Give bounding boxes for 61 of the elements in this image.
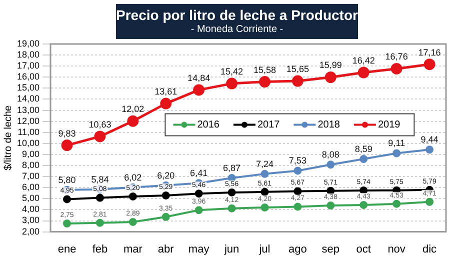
y-tick-label: 2,00 [22,226,40,236]
data-label: 15,65 [286,64,309,74]
y-tick-label: 17,00 [16,60,40,71]
data-label: 7,53 [288,156,306,166]
data-label: 16,76 [385,52,408,62]
data-label: 9,83 [58,128,76,138]
data-label: 8,59 [354,144,372,154]
data-label: 6,87 [223,162,241,173]
x-tick-label: oct [356,243,371,256]
x-tick-label: nov [388,243,406,256]
x-tick-label: feb [92,243,108,256]
y-tick-label: 7,00 [22,171,40,182]
data-label: 6,41 [190,168,208,178]
x-tick-label: ago [288,243,307,256]
data-label: 13,61 [154,86,178,97]
y-tick-label: 19,00 [16,38,40,48]
data-label: 9,11 [388,138,405,148]
y-tick-label: 10,00 [16,138,40,148]
data-label: 16,42 [352,55,375,66]
y-tick-label: 11,00 [18,126,40,137]
y-tick-label: 6,00 [22,182,40,192]
data-label: 8,08 [322,150,340,160]
data-label: 15,42 [220,66,244,77]
x-tick-label: jul [258,243,270,256]
y-tick-label: 3,00 [22,215,40,226]
x-tick-label: mar [123,243,143,256]
y-tick-label: 15,00 [16,82,40,93]
y-tick-label: 16,00 [16,72,40,82]
data-label: 6,02 [124,172,142,182]
data-label: 14,84 [188,72,210,83]
y-tick-label: 9,00 [22,148,40,159]
x-tick-label: abr [158,243,174,256]
y-tick-label: 14,00 [16,94,40,104]
data-label: 10,63 [88,119,112,130]
y-axis-title: $/litro de leche [2,104,14,170]
y-tick-label: 18,00 [16,50,40,60]
data-label: 9,44 [420,134,438,145]
y-tick-label: 4,00 [22,204,40,214]
chart-title: Precio por litro de leche a Productor [116,7,358,23]
y-tick-label: 12,00 [16,116,40,126]
chart-subtitle: - Moneda Corriente - [190,24,284,35]
y-tick-label: 5,00 [22,193,40,204]
data-label: 15,99 [319,60,342,70]
data-label: 7,24 [256,158,274,169]
data-label: 6,20 [157,170,175,180]
legend-label: 2018 [318,120,340,131]
x-tick-label: ene [58,243,76,256]
y-tick-label: 13,00 [16,104,40,115]
data-label: 15,58 [253,64,276,75]
data-label: 17,16 [418,47,441,58]
x-tick-label: dic [422,243,438,256]
legend-label: 2019 [378,120,401,131]
x-tick-label: jun [223,243,240,256]
legend-label: 2017 [257,120,280,131]
data-label: 5,80 [58,174,76,185]
y-tick-label: 8,00 [22,160,40,170]
data-label: 5,84 [91,174,109,184]
data-label: 12,02 [122,104,144,114]
legend-label: 2016 [197,120,220,131]
x-tick-label: sep [322,243,340,256]
x-tick-label: may [188,243,210,256]
